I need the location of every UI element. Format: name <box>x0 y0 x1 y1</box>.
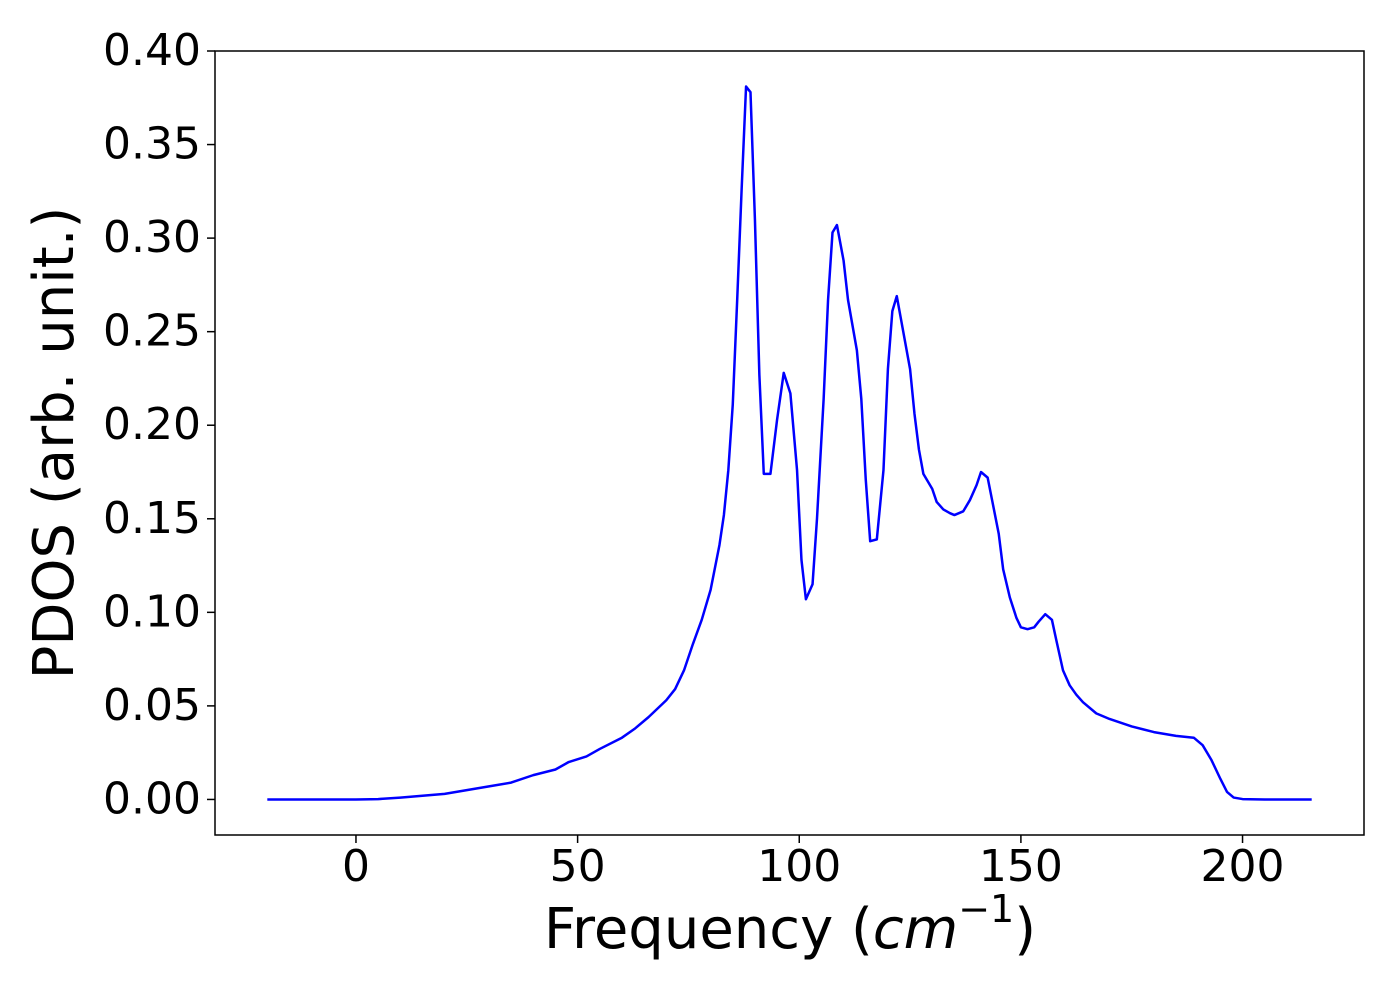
y-tick-label: 0.05 <box>103 680 201 731</box>
x-tick-label: 150 <box>979 841 1063 892</box>
plot-frame <box>214 50 1365 836</box>
x-axis-label: Frequency (cm−1) <box>544 887 1036 963</box>
y-tick-label: 0.40 <box>103 25 201 76</box>
y-axis-label: PDOS (arb. unit.) <box>22 207 87 680</box>
y-tick-label: 0.20 <box>103 399 201 450</box>
y-tick-label: 0.30 <box>103 212 201 263</box>
y-tick-label: 0.25 <box>103 306 201 357</box>
x-tick-label: 200 <box>1201 841 1285 892</box>
x-tick-label: 0 <box>342 841 370 892</box>
line-series <box>267 85 1312 801</box>
y-tick-label: 0.15 <box>103 493 201 544</box>
x-tick-label: 50 <box>550 841 606 892</box>
y-tick-label: 0.35 <box>103 119 201 170</box>
x-tick-label: 100 <box>757 841 841 892</box>
y-tick-label: 0.10 <box>103 586 201 637</box>
y-tick-label: 0.00 <box>103 773 201 824</box>
